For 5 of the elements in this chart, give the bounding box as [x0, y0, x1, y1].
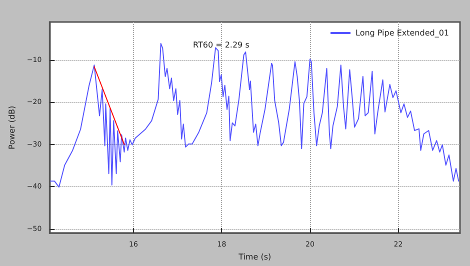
y-axis-title: Power (dB) [8, 106, 16, 150]
line-series [50, 43, 460, 188]
x-axis-title: Time (s) [238, 252, 272, 262]
legend-label: Long Pipe Extended_01 [356, 28, 450, 38]
annotation: RT60 = 2.29 s [193, 40, 250, 50]
